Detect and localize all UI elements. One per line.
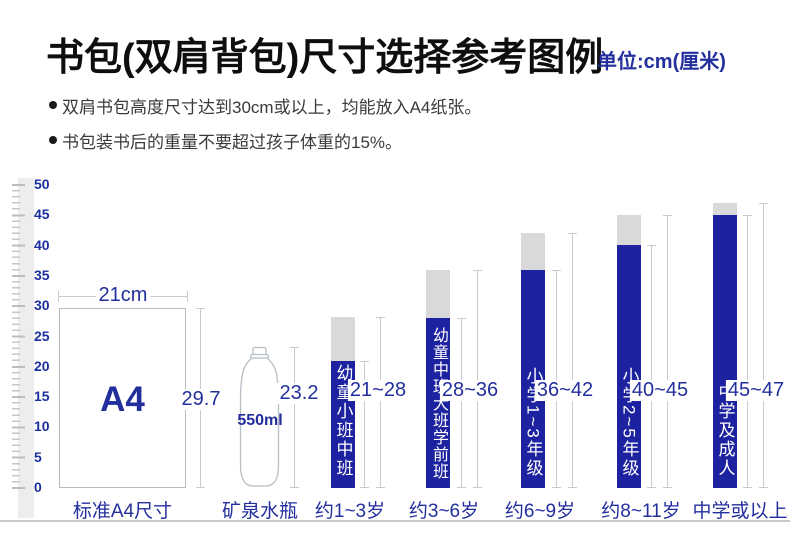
- divider: [0, 520, 790, 522]
- dimension-line: [552, 270, 561, 488]
- dimension-line: [743, 215, 752, 488]
- bottle-volume-label: 550ml: [237, 412, 283, 429]
- bar-range-label: 40~45: [629, 379, 691, 401]
- water-bottle-icon: [239, 346, 280, 487]
- ruler-tick-label: 0: [34, 479, 42, 495]
- dimension-line: [457, 318, 466, 488]
- dimension-line: [647, 245, 656, 488]
- bar: 幼童中班大班学前班: [426, 318, 450, 488]
- a4-label: A4: [100, 380, 145, 419]
- bullet-icon: [49, 101, 57, 109]
- bar-max-segment: [713, 203, 737, 215]
- note-item: 书包装书后的重量不要超过孩子体重的15%。: [62, 133, 403, 152]
- ruler-major-ticks: [12, 184, 25, 490]
- bar-age-label: 约1~3岁: [314, 501, 386, 522]
- dimension-line: [473, 270, 482, 488]
- ruler-tick-label: 45: [34, 206, 50, 222]
- bar-max-segment: [331, 317, 355, 361]
- dimension-line: [376, 317, 385, 488]
- bar-range-label: 21~28: [347, 379, 409, 401]
- bar-age-label: 中学或以上: [692, 501, 788, 522]
- ruler-tick-label: 25: [34, 328, 50, 344]
- bar-range-label: 28~36: [439, 379, 501, 401]
- bar-group-label: 幼童小班中班: [333, 364, 353, 478]
- note-item: 双肩书包高度尺寸达到30cm或以上，均能放入A4纸张。: [62, 98, 482, 117]
- bar-range-label: 36~42: [534, 379, 596, 401]
- bar-max-segment: [617, 215, 641, 245]
- bar-max-segment: [521, 233, 545, 270]
- ruler-tick-label: 35: [34, 267, 50, 283]
- bar-age-label: 约3~6岁: [408, 501, 480, 522]
- bullet-icon: [49, 136, 57, 144]
- bar-group-label: 中学及成人: [715, 383, 735, 478]
- ruler-tick-label: 15: [34, 388, 50, 404]
- dimension-line: [759, 203, 768, 488]
- a4-height-value: 29.7: [178, 389, 224, 410]
- bar-max-segment: [426, 270, 450, 318]
- a4-caption: 标准A4尺寸: [72, 501, 173, 522]
- bottle-height-value: 23.2: [276, 383, 322, 404]
- bar: 小学2~5年级: [617, 245, 641, 488]
- ruler-tick-label: 50: [34, 176, 50, 192]
- bar-age-label: 约8~11岁: [601, 501, 681, 522]
- ruler-tick-label: 40: [34, 237, 50, 253]
- ruler-tick-label: 5: [34, 449, 42, 465]
- dimension-line-bottle-height: [290, 347, 299, 488]
- bar-age-label: 约6~9岁: [504, 501, 576, 522]
- bar-range-label: 45~47: [725, 379, 787, 401]
- dimension-line: [360, 361, 369, 488]
- bottle-caption: 矿泉水瓶: [221, 501, 298, 522]
- ruler-tick-label: 10: [34, 418, 50, 434]
- unit-label: 单位:cm(厘米): [597, 51, 726, 73]
- ruler-tick-label: 30: [34, 297, 50, 313]
- dimension-line: [568, 233, 577, 488]
- ruler-tick-label: 20: [34, 358, 50, 374]
- bar-group-label: 幼童中班大班学前班: [430, 327, 447, 480]
- bar: 中学及成人: [713, 215, 737, 488]
- dimension-line: [663, 215, 672, 488]
- a4-sheet: [59, 308, 186, 488]
- page-title: 书包(双肩背包)尺寸选择参考图例: [46, 37, 604, 79]
- a4-width-value: 21cm: [95, 285, 151, 306]
